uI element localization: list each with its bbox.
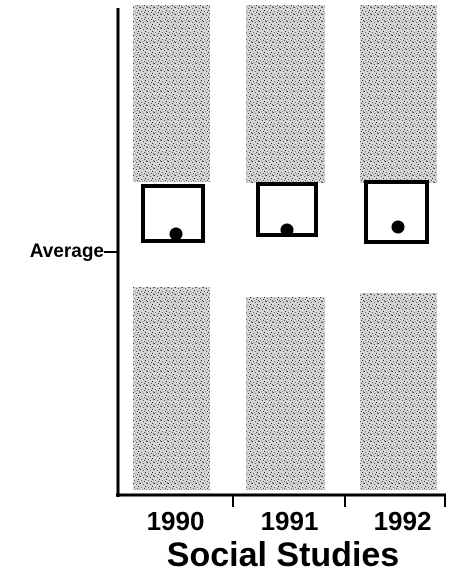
columns	[133, 5, 437, 490]
x-tick-label: 1990	[147, 506, 205, 536]
confidence-box	[364, 180, 429, 244]
average-band	[360, 183, 437, 293]
score-dot	[280, 223, 294, 237]
score-dot	[169, 227, 183, 241]
x-tick-label: 1991	[261, 506, 319, 536]
confidence-box	[141, 184, 205, 243]
y-annotation: Average	[30, 241, 104, 262]
x-tick-label: 1992	[374, 506, 432, 536]
chart-title: Social Studies	[167, 536, 399, 574]
score-dot	[391, 220, 405, 234]
